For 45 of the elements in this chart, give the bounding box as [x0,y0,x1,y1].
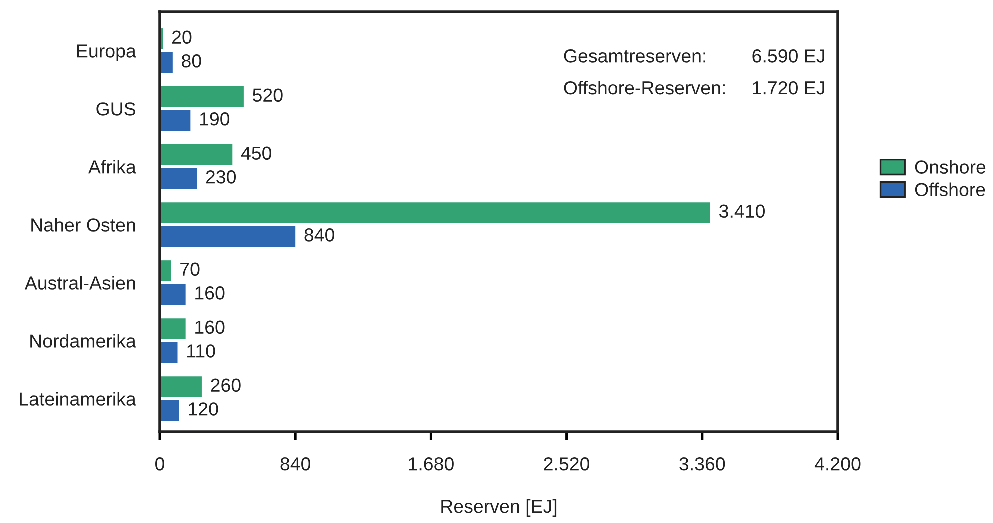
y-tick-label: Europa [77,44,136,62]
data-label: 520 [253,88,283,102]
data-label: 110 [188,344,216,358]
x-tick-label: 840 [280,457,311,471]
y-tick-label: Afrika [88,160,136,174]
y-tick-label: GUS [96,102,136,116]
bar [160,168,198,190]
y-tick-label: Nordamerika [30,334,136,348]
bar [160,226,296,248]
data-label: 840 [304,228,334,242]
data-label: 160 [196,286,225,300]
data-label: 160 [196,320,225,334]
y-tick-label: Austral-Asien [24,276,136,290]
bar [160,144,233,166]
x-tick-label: 2.520 [544,457,590,471]
data-label: 70 [180,262,200,276]
bar [160,376,202,398]
data-label: 80 [182,54,202,68]
annotation: 6.590 EJ [752,50,824,63]
annotation: 1.720 EJ [753,81,824,95]
data-label: 230 [206,170,236,184]
data-label: 3.410 [720,204,765,218]
bar [160,110,191,132]
legend-label: Offshore [915,182,986,196]
data-label: 20 [172,30,192,44]
data-label: 190 [200,112,230,126]
bar [160,202,710,224]
y-tick-label: Lateinamerika [20,392,136,406]
bar [160,86,244,108]
bar [160,342,178,364]
x-tick-label: 4.200 [814,457,861,471]
annotation: Offshore-Reserven: [564,80,725,95]
x-tick-label: 1.680 [409,457,454,471]
annotation: Gesamtreserven: [564,50,706,63]
bar [160,284,186,306]
legend-label: Onshore [915,160,986,174]
data-label: 120 [189,402,218,416]
x-tick-label: 3.360 [680,457,726,471]
y-tick-label: Naher Osten [32,218,136,232]
x-tick-label: 0 [156,457,164,471]
data-label: 260 [211,378,241,392]
x-axis-title: Reserven [EJ] [442,499,557,517]
bar [160,318,186,340]
data-label: 450 [241,146,272,160]
bar [160,400,180,422]
